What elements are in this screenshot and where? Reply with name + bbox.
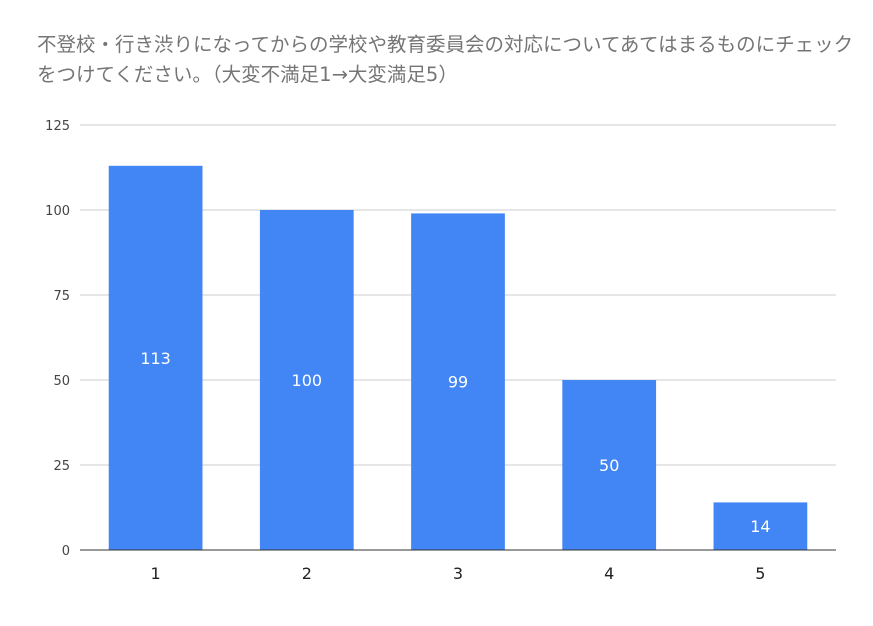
y-tick-label: 25 [53, 459, 70, 474]
data-label-5: 14 [750, 517, 770, 536]
bars [108, 165, 808, 551]
bar-4 [562, 380, 657, 550]
data-label-2: 100 [292, 371, 323, 390]
y-tick-label: 125 [45, 119, 70, 134]
y-tick-label: 100 [45, 204, 70, 219]
y-tick-label: 0 [62, 544, 70, 559]
data-label-3: 99 [448, 373, 468, 392]
data-label-4: 50 [599, 456, 619, 475]
bar-data-labels: 113 100 99 50 14 [140, 349, 770, 536]
x-tick-label-2: 2 [302, 564, 312, 583]
x-tick-label-5: 5 [755, 564, 765, 583]
x-tick-label-3: 3 [453, 564, 463, 583]
x-tick-label-1: 1 [151, 564, 161, 583]
bar-3 [411, 213, 505, 550]
x-axis-tick-labels: 1 2 3 4 5 [151, 564, 766, 583]
y-axis-tick-labels: 0 25 50 75 100 125 [45, 119, 70, 559]
x-tick-label-4: 4 [604, 564, 614, 583]
bar-1 [108, 165, 203, 551]
chart-title: 不登校・行き渋りになってからの学校や教育委員会の対応についてあてはまるものにチェ… [37, 33, 854, 86]
y-tick-label: 75 [53, 289, 70, 304]
bar-2 [259, 210, 354, 550]
bar-5 [713, 502, 808, 550]
data-label-1: 113 [140, 349, 171, 368]
y-tick-label: 50 [53, 374, 70, 389]
